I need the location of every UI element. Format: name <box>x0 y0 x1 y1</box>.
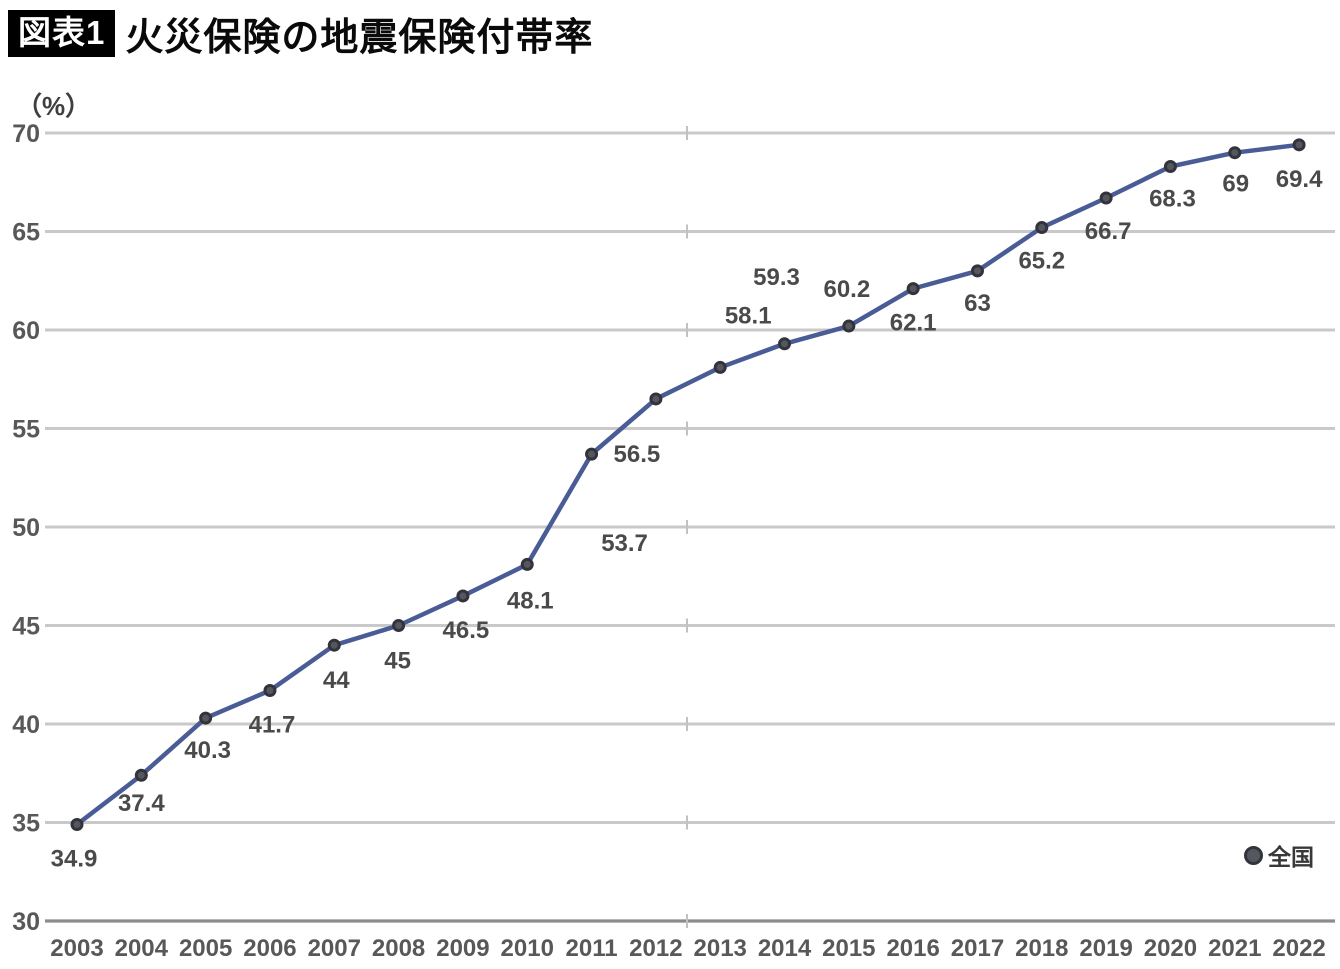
x-tick-label: 2015 <box>822 935 875 962</box>
data-point-marker <box>778 337 792 351</box>
x-tick-label: 2019 <box>1079 935 1132 962</box>
series-line <box>74 142 1302 827</box>
data-point-marker <box>585 447 599 461</box>
y-tick-label: 70 <box>12 120 40 148</box>
data-point-label: 53.7 <box>601 530 648 557</box>
x-tick-label: 2010 <box>501 935 554 962</box>
data-point-label: 56.5 <box>614 441 661 468</box>
data-point-label: 44 <box>323 667 350 694</box>
x-tick-label: 2007 <box>308 935 361 962</box>
legend: 全国 <box>1244 838 1314 872</box>
data-point-marker <box>1292 138 1306 152</box>
x-tick-label: 2022 <box>1272 935 1325 962</box>
x-tick-label: 2014 <box>758 935 812 962</box>
data-point-marker <box>392 619 406 632</box>
y-tick-label: 40 <box>12 711 40 739</box>
y-tick-label: 50 <box>12 514 40 542</box>
x-tick-label: 2021 <box>1208 935 1261 962</box>
data-point-label: 66.7 <box>1085 218 1132 245</box>
x-tick-label: 2006 <box>243 935 296 962</box>
data-point-marker <box>70 817 84 831</box>
data-point-marker <box>970 264 984 278</box>
x-tick-label: 2003 <box>50 935 103 962</box>
data-point-marker <box>649 392 663 406</box>
data-point-label: 68.3 <box>1149 185 1196 212</box>
y-tick-label: 30 <box>12 908 40 936</box>
data-point-label: 65.2 <box>1018 248 1065 275</box>
data-point-label: 45 <box>384 648 411 675</box>
data-point-label: 41.7 <box>249 712 296 739</box>
data-point-marker <box>842 319 856 333</box>
x-tick-label: 2009 <box>436 935 489 962</box>
data-point-marker <box>327 638 341 652</box>
data-point-label: 60.2 <box>823 276 870 303</box>
x-tick-label: 2004 <box>115 935 169 962</box>
x-tick-label: 2012 <box>629 935 682 962</box>
data-point-marker <box>134 768 148 782</box>
data-point-label: 69.4 <box>1276 166 1323 193</box>
data-point-marker <box>906 282 920 296</box>
data-point-label: 63 <box>964 290 991 317</box>
data-point-label: 58.1 <box>725 302 772 329</box>
data-point-label: 59.3 <box>753 264 800 291</box>
figure-number-badge: 図表1 <box>8 10 116 57</box>
legend-series-label: 全国 <box>1268 844 1314 870</box>
y-tick-label: 45 <box>12 613 40 641</box>
x-tick-label: 2016 <box>886 935 939 962</box>
data-point-marker <box>1163 159 1177 173</box>
data-point-label: 34.9 <box>51 845 98 872</box>
x-tick-label: 2017 <box>951 935 1004 962</box>
y-tick-label: 60 <box>12 317 40 345</box>
y-tick-label: 35 <box>12 810 40 838</box>
data-point-marker <box>1228 146 1242 160</box>
data-point-marker <box>1099 191 1113 205</box>
data-point-label: 46.5 <box>443 617 490 644</box>
data-point-label: 40.3 <box>184 737 231 764</box>
data-point-marker <box>456 589 470 603</box>
data-point-marker <box>1035 221 1049 235</box>
data-point-label: 62.1 <box>890 310 937 337</box>
chart-header: 図表1 火災保険の地震保険付帯率 <box>8 6 593 61</box>
x-tick-label: 2018 <box>1015 935 1068 962</box>
data-point-label: 48.1 <box>507 587 554 614</box>
data-point-marker <box>199 711 213 725</box>
series-marker-icon <box>1244 845 1263 865</box>
x-tick-label: 2008 <box>372 935 425 962</box>
y-tick-label: 55 <box>12 416 40 444</box>
y-tick-label: 65 <box>12 219 40 247</box>
x-tick-label: 2020 <box>1144 935 1197 962</box>
data-point-marker <box>713 360 727 374</box>
data-point-label: 69 <box>1222 171 1249 198</box>
data-point-marker <box>520 557 534 571</box>
data-point-marker <box>263 684 277 698</box>
data-point-label: 37.4 <box>118 790 165 817</box>
x-tick-label: 2013 <box>694 935 747 962</box>
y-axis-unit-label: （%） <box>16 91 92 121</box>
x-tick-label: 2011 <box>566 935 618 962</box>
x-tick-label: 2005 <box>179 935 232 962</box>
chart-title: 火災保険の地震保険付帯率 <box>125 17 594 59</box>
